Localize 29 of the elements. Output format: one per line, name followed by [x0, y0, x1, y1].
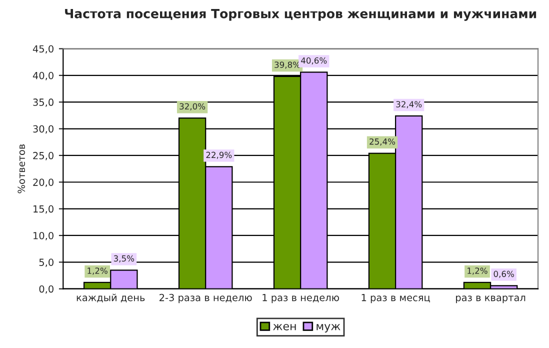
data-label: 3,5%: [114, 255, 134, 262]
x-tick-label: 1 раз в месяц: [362, 294, 430, 304]
y-tick-label: 25,0: [33, 152, 54, 160]
data-label: 40,6%: [301, 57, 327, 64]
y-tick-label: 40,0: [32, 72, 54, 80]
chart-title: Частота посещения Торговых центров женщинами и мужчинами: [65, 9, 536, 21]
data-label: 1,2%: [88, 268, 108, 275]
legend-label: муж: [316, 324, 340, 332]
x-tick-label: 1 раз в неделю: [262, 294, 340, 304]
y-tick-label: 45,0: [32, 45, 54, 54]
data-label: 0,6%: [494, 270, 514, 278]
y-tick-label: 20,0: [33, 178, 54, 187]
data-label: 32,4%: [396, 101, 422, 108]
x-tick-label: раз в квартал: [456, 296, 526, 304]
y-tick-label: 0,0: [39, 285, 54, 294]
y-tick-label: 5,0: [39, 258, 54, 267]
legend-label: жен: [273, 324, 296, 330]
data-label: 32,0%: [180, 103, 206, 110]
x-tick-label: каждый день: [76, 294, 145, 302]
y-axis-title: %ответов: [18, 144, 26, 194]
data-label: 1,2%: [468, 268, 488, 275]
y-tick-label: 10,0: [34, 232, 54, 240]
data-label: 39,8%: [274, 62, 300, 69]
x-tick-label: 2-3 раза в неделю: [160, 294, 252, 304]
data-label: 25,4%: [370, 138, 396, 146]
y-tick-label: 15,0: [34, 205, 54, 214]
y-tick-label: 30,0: [33, 125, 54, 134]
data-label: 22,9%: [206, 152, 232, 159]
y-tick-label: 35,0: [33, 98, 54, 107]
